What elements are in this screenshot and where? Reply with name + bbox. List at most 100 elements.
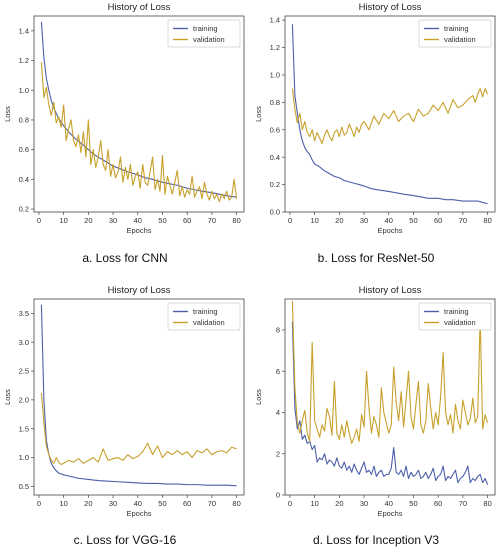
legend (167, 302, 241, 331)
y-tick-label: 4 (276, 408, 280, 417)
y-axis-label: Loss (3, 106, 12, 122)
x-tick-label: 0 (288, 499, 292, 508)
caption-vgg16: c. Loss for VGG-16 (73, 533, 177, 547)
legend-label-training: training (193, 24, 218, 33)
panel-inceptionv3: History of Loss 0 10 20 30 40 50 60 70 80 0 2 4 6 8 Epo… (251, 283, 501, 558)
y-tick-label: 1.4 (19, 26, 29, 35)
legend-label-training: training (444, 307, 469, 316)
y-tick-label: 0 (276, 491, 280, 500)
x-tick-label: 30 (109, 499, 117, 508)
x-axis-label: Epochs (126, 509, 151, 518)
series-line-validation (291, 88, 489, 145)
y-tick-label: 3.5 (19, 309, 29, 318)
x-tick-label: 0 (288, 216, 292, 225)
chart-title: History of Loss (359, 2, 422, 13)
series-line-training (291, 321, 489, 485)
y-tick-label: 0.4 (270, 153, 280, 162)
y-tick-label: 0.5 (19, 482, 29, 491)
x-axis-label: Epochs (377, 226, 402, 235)
caption-inceptionv3: d. Loss for Inception V3 (312, 533, 440, 547)
legend (167, 19, 241, 48)
x-tick-label: 40 (134, 216, 142, 225)
y-tick-label: 1.0 (19, 453, 29, 462)
x-tick-label: 20 (84, 216, 92, 225)
x-tick-label: 20 (335, 499, 343, 508)
legend-label-validation: validation (444, 318, 476, 327)
x-tick-label: 70 (208, 499, 216, 508)
y-tick-label: 0.4 (19, 175, 29, 184)
panel-resnet50: History of Loss 0 10 20 30 40 50 60 70 80 0.0 0.2 0.… (251, 0, 501, 275)
x-tick-label: 50 (158, 216, 166, 225)
x-tick-label: 0 (37, 216, 41, 225)
chart-cnn: History of Loss 0 10 20 30 40 50 60 70 80 0.2 0.4 0.… (3, 2, 245, 235)
chart-resnet50: History of Loss 0 10 20 30 40 50 60 70 80 0.0 0.2 0.… (254, 2, 496, 235)
y-tick-label: 0.8 (270, 98, 280, 107)
x-tick-label: 10 (310, 216, 318, 225)
x-tick-label: 30 (360, 499, 368, 508)
x-tick-label: 40 (385, 216, 393, 225)
series-line-training (291, 24, 488, 205)
x-tick-label: 80 (483, 499, 491, 508)
series-line-validation (40, 61, 238, 203)
y-tick-label: 0.6 (270, 125, 280, 134)
x-axis-label: Epochs (126, 226, 151, 235)
chart-inceptionv3: History of Loss 0 10 20 30 40 50 60 70 80 0 2 4 6 8 Epo… (254, 285, 496, 518)
chart-vgg16: History of Loss 0 10 20 30 40 50 60 70 80 0.5 1.0 1.… (3, 285, 245, 518)
x-tick-label: 70 (459, 499, 467, 508)
y-tick-label: 2.0 (19, 395, 29, 404)
y-tick-label: 1.2 (19, 56, 29, 65)
x-tick-label: 70 (459, 216, 467, 225)
y-tick-label: 0.0 (270, 208, 280, 217)
x-tick-label: 50 (158, 499, 166, 508)
legend (418, 302, 492, 331)
legend-label-training: training (444, 24, 469, 33)
plot-frame (33, 15, 245, 213)
y-tick-label: 1.4 (270, 16, 280, 25)
y-tick-label: 2 (276, 449, 280, 458)
x-tick-label: 70 (208, 216, 216, 225)
x-tick-label: 60 (183, 499, 191, 508)
y-tick-label: 0.6 (19, 145, 29, 154)
y-axis-label: Loss (3, 389, 12, 405)
series-line-training (40, 304, 237, 487)
x-axis-label: Epochs (377, 509, 402, 518)
panel-cnn: History of Loss 0 10 20 30 40 50 60 70 80 0.2 0.4 0.… (0, 0, 250, 275)
x-tick-label: 0 (37, 499, 41, 508)
x-tick-label: 80 (483, 216, 491, 225)
x-tick-label: 20 (84, 499, 92, 508)
x-tick-label: 60 (434, 216, 442, 225)
y-tick-label: 1.2 (270, 43, 280, 52)
y-tick-label: 3.0 (19, 338, 29, 347)
y-axis-label: Loss (254, 106, 263, 122)
series-line-training (40, 21, 237, 198)
y-tick-label: 1.0 (19, 86, 29, 95)
x-tick-label: 50 (409, 499, 417, 508)
panel-vgg16: History of Loss 0 10 20 30 40 50 60 70 80 0.5 1.0 1.… (0, 283, 250, 558)
legend-label-training: training (193, 307, 218, 316)
y-tick-label: 2.5 (19, 367, 29, 376)
legend-label-validation: validation (444, 35, 476, 44)
x-tick-label: 60 (183, 216, 191, 225)
y-tick-label: 8 (276, 326, 280, 335)
y-axis-label: Loss (254, 389, 263, 405)
chart-title: History of Loss (108, 2, 171, 13)
legend-label-validation: validation (193, 318, 225, 327)
x-tick-label: 20 (335, 216, 343, 225)
x-tick-label: 80 (232, 499, 240, 508)
x-tick-label: 60 (434, 499, 442, 508)
x-tick-label: 10 (59, 499, 67, 508)
legend (418, 19, 492, 48)
plot-frame (284, 298, 496, 496)
x-tick-label: 40 (134, 499, 142, 508)
y-tick-label: 1.0 (270, 71, 280, 80)
legend-label-validation: validation (193, 35, 225, 44)
x-tick-label: 50 (409, 216, 417, 225)
chart-title: History of Loss (108, 285, 171, 296)
y-tick-label: 1.5 (19, 424, 29, 433)
y-tick-label: 0.2 (270, 180, 280, 189)
caption-resnet50: b. Loss for ResNet-50 (317, 251, 435, 265)
plot-frame (284, 15, 496, 213)
x-tick-label: 30 (109, 216, 117, 225)
plot-frame (33, 298, 245, 496)
